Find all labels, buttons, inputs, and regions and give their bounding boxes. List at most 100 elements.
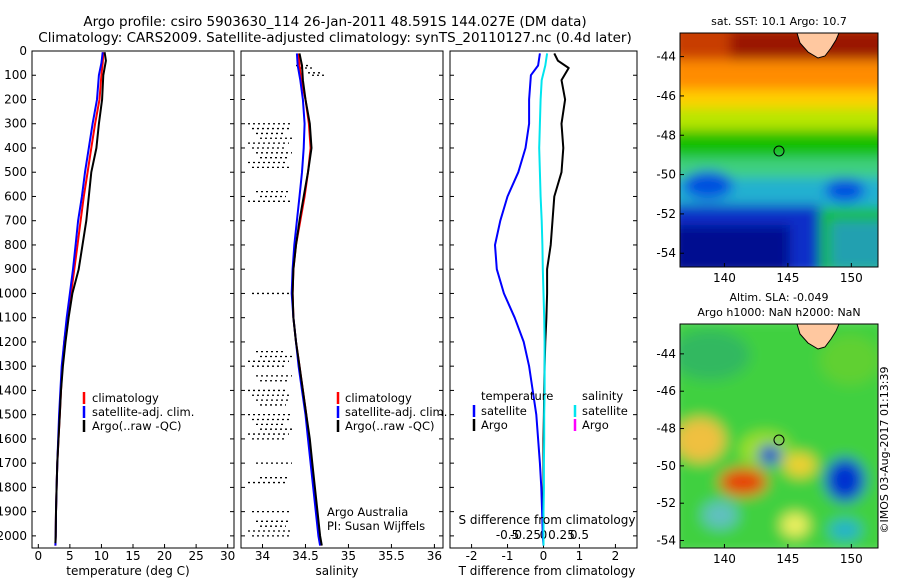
series-argo-raw-qc: [54, 52, 107, 544]
salinity-raw-qc-flags: [248, 64, 324, 537]
temperature-legend: climatology satellite-adj. clim. Argo(..…: [82, 391, 194, 433]
sla-map-frame: [679, 323, 879, 549]
map-lon-tick-label: 150: [840, 552, 863, 566]
depth-axis: 0 100 200 300 400 500 600 700 800 900 1000 1100 1200…: [0, 44, 637, 543]
depth-tick-label: 2000: [0, 529, 27, 543]
depth-tick-label: 1900: [0, 505, 27, 519]
s-difference-tick-label: 0.5: [570, 528, 589, 542]
salinity-x-label: salinity: [315, 564, 358, 578]
salinity-x-tick-label: 35: [341, 549, 356, 563]
series-salinity-satellite: [538, 53, 549, 546]
legend-s-satellite: satellite: [582, 404, 628, 418]
depth-tick-label: 1500: [0, 408, 27, 422]
legend-climatology: climatology: [92, 391, 159, 405]
sst-map-frame: [679, 32, 879, 268]
imos-credit: ©IMOS 03-Aug-2017 01:13:39: [878, 367, 891, 534]
map-lat-tick-label: -48: [656, 128, 676, 142]
depth-tick-label: 200: [4, 92, 27, 106]
legend-argo: Argo(..raw -QC): [345, 419, 435, 433]
difference-x-label: T difference from climatology: [458, 564, 636, 578]
temperature-panel-frame: [31, 50, 235, 549]
temperature-x-tick-label: 10: [94, 549, 109, 563]
legend-t-argo: Argo: [481, 418, 508, 432]
difference-s-x-label: S difference from climatology: [459, 513, 636, 527]
series-climatology: [54, 52, 105, 546]
header-title-line1: Argo profile: csiro 5903630_114 26-Jan-2…: [83, 14, 586, 30]
temperature-x-tick-label: 5: [66, 549, 74, 563]
temperature-x-tick-label: 15: [125, 549, 140, 563]
depth-tick-label: 300: [4, 117, 27, 131]
map-lon-tick-label: 140: [713, 552, 736, 566]
depth-tick-label: 100: [4, 68, 27, 82]
series-temperature-satellite: [494, 53, 545, 546]
map-lat-tick-label: -52: [656, 496, 676, 510]
series-climatology: [291, 53, 322, 546]
map-lat-tick-label: -44: [656, 347, 676, 361]
depth-tick-label: 600: [4, 189, 27, 203]
temperature-series: [54, 52, 107, 546]
s-difference-tick-label: -0.5: [496, 528, 519, 542]
depth-tick-label: 500: [4, 165, 27, 179]
map-lat-tick-label: -48: [656, 422, 676, 436]
header-title-line2: Climatology: CARS2009. Satellite-adjuste…: [38, 30, 631, 46]
legend-climatology: climatology: [345, 391, 412, 405]
difference-x-tick-label: 2: [612, 549, 620, 563]
temperature-x-axis: 0 5 10 15 20 25 30: [34, 544, 235, 563]
depth-tick-label: 900: [4, 262, 27, 276]
depth-tick-label: 1600: [0, 432, 27, 446]
map-lat-tick-label: -46: [656, 89, 676, 103]
sla-argo-location-marker: [773, 434, 785, 446]
pi-note: PI: Susan Wijffels: [327, 519, 425, 533]
s-difference-tick-label: 0.25: [548, 528, 575, 542]
salinity-x-axis: 34 34.5 35 35.5 36: [255, 544, 442, 563]
sla-map: [680, 324, 878, 548]
depth-tick-label: 1800: [0, 480, 27, 494]
temperature-x-tick-label: 20: [157, 549, 172, 563]
series-argo-raw-qc: [291, 53, 323, 546]
depth-tick-label: 1700: [0, 456, 27, 470]
difference-series: [494, 52, 570, 546]
sst-map: [680, 33, 878, 267]
depth-tick-label: 1400: [0, 383, 27, 397]
depth-tick-label: 1000: [0, 286, 27, 300]
map-lat-tick-label: -44: [656, 50, 676, 64]
depth-tick-label: 700: [4, 214, 27, 228]
legend-s-argo: Argo: [582, 418, 609, 432]
series-temperature-argo: [542, 52, 570, 544]
legend-t-satellite: satellite: [481, 404, 527, 418]
difference-x-tick-label: -2: [466, 549, 478, 563]
map-lat-tick-label: -50: [656, 459, 676, 473]
series-satellite-adj-clim: [290, 53, 322, 546]
salinity-series: [290, 53, 323, 546]
legend-satellite: satellite-adj. clim.: [345, 405, 447, 419]
map-lat-tick-label: -50: [656, 168, 676, 182]
difference-x-tick-label: 0: [540, 549, 548, 563]
map-lat-tick-label: -54: [656, 246, 676, 260]
legend-argo: Argo(..raw -QC): [92, 419, 182, 433]
sla-map-axes: -44 -46 -48 -50 -52 -54 140 145 150: [656, 347, 862, 566]
difference-legend: temperature satellite Argo salinity sate…: [472, 389, 628, 432]
temperature-x-tick-label: 30: [220, 549, 235, 563]
temperature-x-label: temperature (deg C): [66, 564, 189, 578]
salinity-panel-frame: [240, 50, 444, 549]
depth-tick-label: 400: [4, 141, 27, 155]
temperature-x-tick-label: 0: [34, 549, 42, 563]
map-lon-tick-label: 140: [713, 271, 736, 285]
depth-tick-label: 1200: [0, 335, 27, 349]
map-lon-tick-label: 145: [776, 271, 799, 285]
s-difference-tick-label: -0.25: [510, 528, 541, 542]
map-lon-tick-label: 145: [776, 552, 799, 566]
sst-argo-location-marker: [773, 145, 785, 157]
sla-map-title1: Altim. SLA: -0.049: [729, 291, 828, 304]
legend-salinity-header: salinity: [582, 389, 623, 403]
map-lat-tick-label: -46: [656, 384, 676, 398]
tasmania-landmass: [796, 33, 840, 59]
salinity-legend: climatology satellite-adj. clim. Argo(..…: [327, 391, 447, 533]
legend-satellite: satellite-adj. clim.: [92, 405, 194, 419]
salinity-x-tick-label: 35.5: [378, 549, 405, 563]
depth-tick-label: 800: [4, 238, 27, 252]
salinity-x-tick-label: 34: [255, 549, 270, 563]
difference-x-tick-label: -1: [502, 549, 514, 563]
argo-australia-note: Argo Australia: [327, 505, 408, 519]
